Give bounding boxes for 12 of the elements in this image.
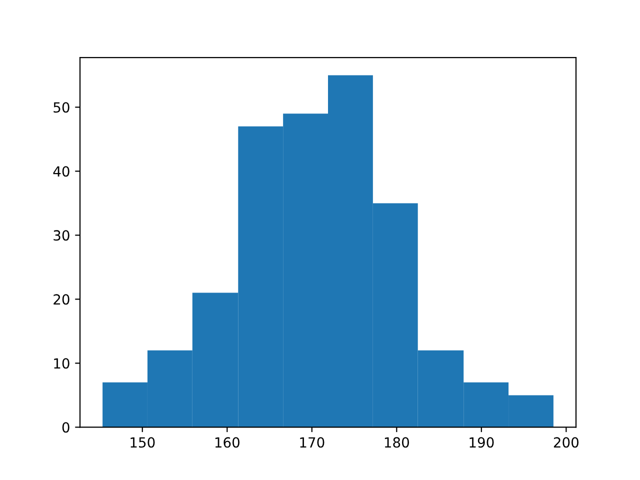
y-tick-label: 40 bbox=[53, 166, 70, 177]
x-tick-label: 150 bbox=[130, 437, 155, 448]
y-tick-label: 50 bbox=[54, 102, 70, 113]
x-tick-label: 180 bbox=[384, 437, 409, 448]
x-tick-label: 160 bbox=[215, 437, 240, 448]
y-tick-label: 0 bbox=[62, 422, 70, 433]
x-tick-label: 190 bbox=[470, 437, 494, 448]
y-tick-label: 20 bbox=[54, 294, 70, 305]
x-tick-label: 200 bbox=[554, 437, 578, 448]
x-tick-label: 170 bbox=[300, 437, 324, 448]
y-tick-label: 10 bbox=[54, 358, 70, 369]
y-tick-label: 30 bbox=[54, 230, 70, 241]
